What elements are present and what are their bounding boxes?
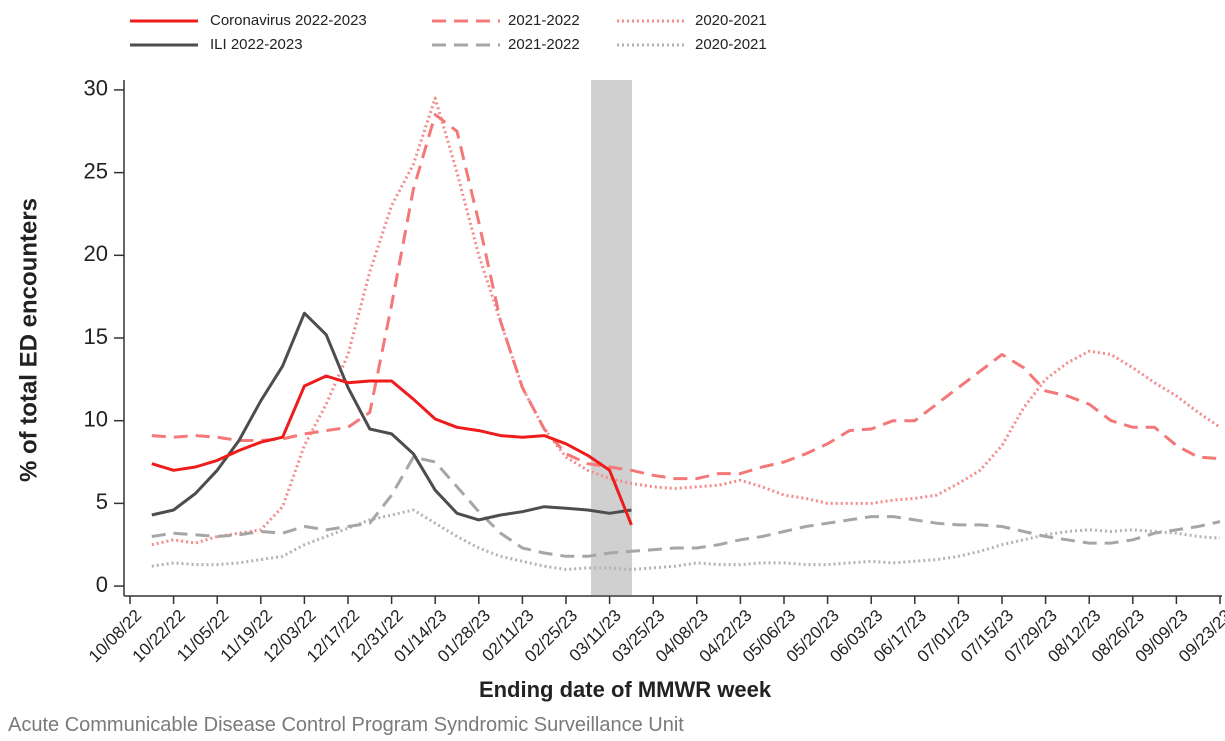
legend-label: 2021-2022 (508, 36, 580, 53)
y-tick-label: 0 (96, 572, 108, 597)
y-tick-label: 15 (84, 324, 108, 349)
series-line (151, 113, 1221, 481)
y-tick-label: 10 (84, 407, 108, 432)
series-line (151, 311, 632, 522)
series-line (151, 508, 1221, 571)
legend-label: 2020-2021 (695, 12, 767, 29)
legend-label: Coronavirus 2022-2023 (210, 12, 367, 29)
series-line (151, 374, 633, 526)
legend-label: 2021-2022 (508, 12, 580, 29)
y-tick-label: 30 (84, 76, 108, 101)
y-tick-label: 20 (84, 241, 108, 266)
series-line (151, 96, 1221, 547)
legend-label: ILI 2022-2023 (210, 36, 303, 53)
y-axis-title: % of total ED encounters (15, 198, 42, 482)
shaded-period (591, 80, 632, 595)
legend-label: 2020-2021 (695, 36, 767, 53)
source-note: Acute Communicable Disease Control Progr… (8, 714, 684, 736)
y-tick-label: 5 (96, 489, 108, 514)
y-tick-label: 25 (84, 158, 108, 183)
x-axis-title: Ending date of MMWR week (479, 677, 772, 702)
series-line (151, 455, 1221, 558)
